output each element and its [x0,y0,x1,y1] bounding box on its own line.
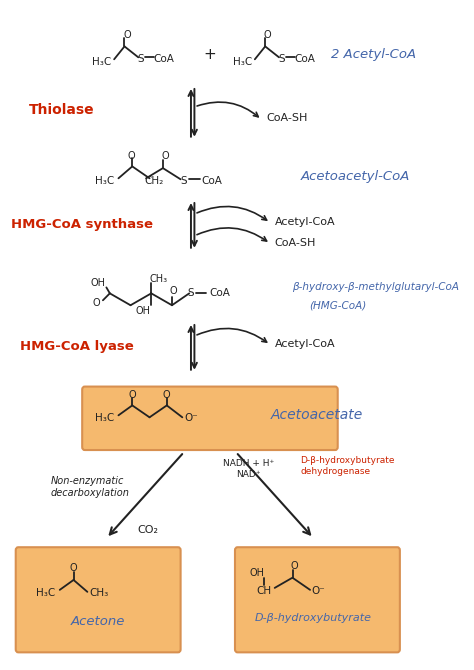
Text: Acetoacetate: Acetoacetate [270,408,363,422]
Text: S: S [188,288,194,298]
Text: H₃C: H₃C [95,413,114,423]
Text: CO₂: CO₂ [137,525,158,535]
Text: β-hydroxy-β-methylglutaryl-CoA: β-hydroxy-β-methylglutaryl-CoA [292,282,459,292]
Text: O: O [128,151,135,161]
Text: CH₃: CH₃ [90,588,109,598]
Text: CoA-SH: CoA-SH [275,238,316,248]
Text: O⁻: O⁻ [184,413,198,423]
Text: S: S [278,54,285,64]
Text: HMG-CoA lyase: HMG-CoA lyase [20,340,134,353]
Text: H₃C: H₃C [233,57,252,67]
Text: Acetyl-CoA: Acetyl-CoA [275,339,335,349]
FancyBboxPatch shape [82,387,337,450]
Text: NADH + H⁺: NADH + H⁺ [223,460,274,468]
Text: OH: OH [90,279,105,288]
Text: O: O [291,561,298,571]
Text: CoA: CoA [210,288,231,298]
Text: decarboxylation: decarboxylation [50,488,129,498]
Text: S: S [181,176,187,186]
Text: NAD⁺: NAD⁺ [236,470,260,479]
Text: H₃C: H₃C [36,588,55,598]
Text: S: S [137,54,144,64]
Text: Acetyl-CoA: Acetyl-CoA [275,217,335,227]
Text: Thiolase: Thiolase [28,103,94,117]
Text: Acetone: Acetone [71,615,125,628]
Text: O: O [170,286,177,296]
Text: H₃C: H₃C [92,57,112,67]
Text: D-β-hydroxybutyrate: D-β-hydroxybutyrate [301,456,395,466]
Text: O: O [70,563,77,573]
Text: CoA: CoA [154,54,174,64]
Text: +: + [203,47,216,62]
Text: (HMG-CoA): (HMG-CoA) [309,300,366,310]
Text: O: O [163,389,171,399]
Text: O⁻: O⁻ [312,586,326,596]
Text: 2 Acetyl-CoA: 2 Acetyl-CoA [331,48,416,61]
Text: Non-enzymatic: Non-enzymatic [50,476,124,486]
Text: OH: OH [135,306,150,316]
Text: dehydrogenase: dehydrogenase [301,468,371,476]
Text: CH: CH [257,586,272,596]
Text: O: O [264,29,272,40]
Text: CoA-SH: CoA-SH [266,113,308,123]
FancyBboxPatch shape [16,547,181,653]
Text: H₃C: H₃C [95,176,114,186]
Text: D-β-hydroxybutyrate: D-β-hydroxybutyrate [255,612,372,622]
Text: O: O [92,298,100,308]
Text: HMG-CoA synthase: HMG-CoA synthase [11,218,154,231]
Text: O: O [161,151,169,161]
FancyBboxPatch shape [235,547,400,653]
Text: O: O [128,389,136,399]
Text: CH₃: CH₃ [149,275,167,285]
Text: CH₂: CH₂ [144,176,164,186]
Text: O: O [123,29,131,40]
Text: CoA: CoA [294,54,315,64]
Text: Acetoacetyl-CoA: Acetoacetyl-CoA [301,170,410,183]
Text: OH: OH [250,568,265,578]
Text: CoA: CoA [201,176,222,186]
